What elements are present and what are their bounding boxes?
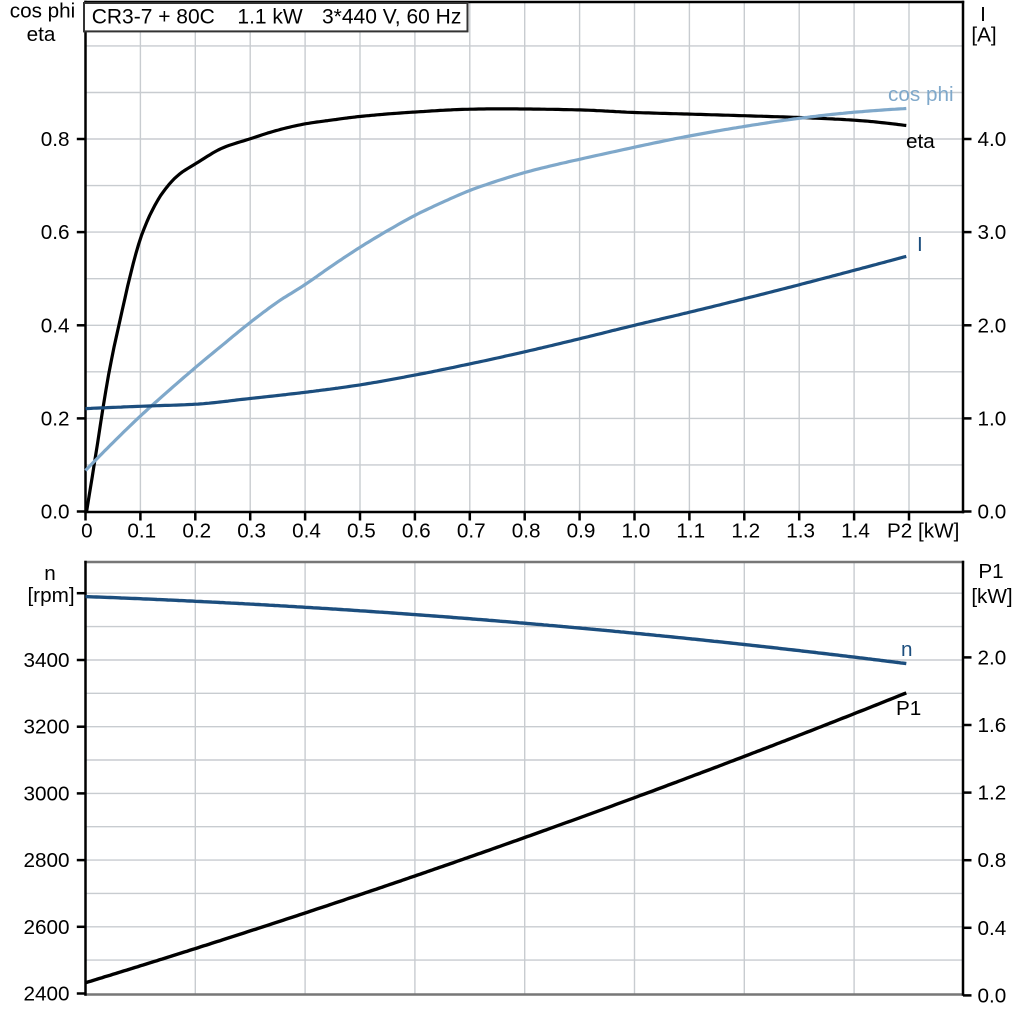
svg-text:2400: 2400 (23, 983, 69, 1006)
svg-text:0.4: 0.4 (978, 917, 1007, 940)
svg-text:P1: P1 (896, 697, 921, 720)
svg-text:CR3-7 + 80C: CR3-7 + 80C (92, 6, 215, 29)
svg-text:cos phi: cos phi (888, 83, 954, 106)
svg-text:eta: eta (27, 23, 56, 46)
svg-text:0.8: 0.8 (978, 849, 1007, 872)
svg-text:n: n (44, 562, 56, 585)
svg-text:P1: P1 (978, 560, 1003, 583)
svg-text:1.0: 1.0 (978, 407, 1007, 430)
svg-text:1.1 kW: 1.1 kW (237, 6, 303, 29)
svg-text:2600: 2600 (23, 916, 69, 939)
svg-text:1.3: 1.3 (786, 520, 815, 543)
svg-text:1.4: 1.4 (841, 520, 870, 543)
svg-text:0: 0 (81, 520, 93, 543)
svg-text:0.0: 0.0 (41, 501, 70, 524)
svg-text:0.1: 0.1 (127, 520, 156, 543)
svg-text:0.3: 0.3 (237, 520, 266, 543)
svg-text:[kW]: [kW] (971, 585, 1012, 608)
svg-text:n: n (901, 638, 913, 661)
svg-text:2.0: 2.0 (978, 646, 1007, 669)
svg-text:I: I (917, 233, 923, 256)
svg-text:3200: 3200 (23, 716, 69, 739)
svg-text:0.5: 0.5 (347, 520, 376, 543)
svg-text:[rpm]: [rpm] (27, 584, 74, 607)
svg-text:2800: 2800 (23, 849, 69, 872)
svg-text:1.2: 1.2 (731, 520, 760, 543)
svg-text:1.0: 1.0 (622, 520, 651, 543)
svg-text:0.4: 0.4 (41, 314, 70, 337)
svg-text:1.6: 1.6 (978, 714, 1007, 737)
svg-text:2.0: 2.0 (978, 314, 1007, 337)
svg-text:0.2: 0.2 (41, 407, 70, 430)
svg-text:3*440 V, 60 Hz: 3*440 V, 60 Hz (322, 6, 461, 29)
svg-text:0.6: 0.6 (41, 221, 70, 244)
svg-text:3400: 3400 (23, 649, 69, 672)
svg-text:0.8: 0.8 (41, 128, 70, 151)
svg-text:0.9: 0.9 (567, 520, 596, 543)
svg-text:3.0: 3.0 (978, 221, 1007, 244)
svg-text:0.0: 0.0 (978, 501, 1007, 524)
svg-text:0.8: 0.8 (512, 520, 541, 543)
svg-text:1.2: 1.2 (978, 782, 1007, 805)
svg-text:3000: 3000 (23, 782, 69, 805)
svg-text:I: I (980, 3, 986, 26)
svg-text:0.2: 0.2 (182, 520, 211, 543)
svg-text:4.0: 4.0 (978, 128, 1007, 151)
svg-text:0.0: 0.0 (978, 984, 1007, 1007)
svg-text:1.1: 1.1 (676, 520, 705, 543)
svg-text:P2 [kW]: P2 [kW] (887, 520, 959, 543)
svg-text:0.4: 0.4 (292, 520, 321, 543)
svg-text:0.6: 0.6 (402, 520, 431, 543)
svg-text:0.7: 0.7 (457, 520, 486, 543)
svg-text:[A]: [A] (971, 24, 996, 47)
svg-text:cos phi: cos phi (10, 0, 76, 23)
svg-text:eta: eta (906, 130, 935, 153)
